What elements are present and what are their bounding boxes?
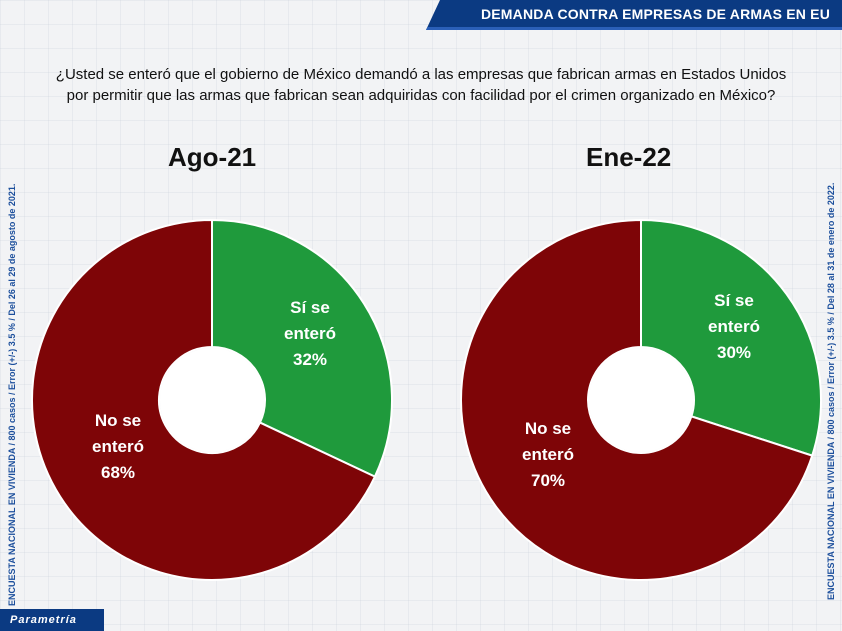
slice-1-0 bbox=[640, 218, 822, 457]
parametria-logo: Parametría bbox=[0, 609, 104, 631]
chart-title-ago21: Ago-21 bbox=[168, 142, 257, 172]
slice-1-1 bbox=[460, 218, 814, 581]
donut-hole-0 bbox=[160, 348, 264, 452]
header-accent bbox=[426, 27, 842, 30]
header-title: DEMANDA CONTRA EMPRESAS DE ARMAS EN EU bbox=[480, 6, 830, 22]
slice-0-0 bbox=[211, 218, 393, 478]
slice-label-1-1: No se enteró 70% bbox=[522, 419, 574, 490]
survey-question: ¿Usted se enteró que el gobierno de Méxi… bbox=[20, 64, 822, 106]
slice-0-1 bbox=[31, 218, 377, 581]
slice-label-0-1: No se enteró 68% bbox=[92, 411, 144, 482]
question-line-2: por permitir que las armas que fabrican … bbox=[66, 87, 776, 104]
chart-title-ene22: Ene-22 bbox=[586, 142, 672, 172]
header-bar bbox=[426, 0, 842, 30]
slice-label-0-0: Sí se enteró 32% bbox=[284, 298, 336, 369]
slice-label-1-0: Sí se enteró 30% bbox=[708, 291, 760, 362]
question-line-1: ¿Usted se enteró que el gobierno de Méxi… bbox=[55, 66, 787, 83]
donut-hole-1 bbox=[589, 348, 693, 452]
